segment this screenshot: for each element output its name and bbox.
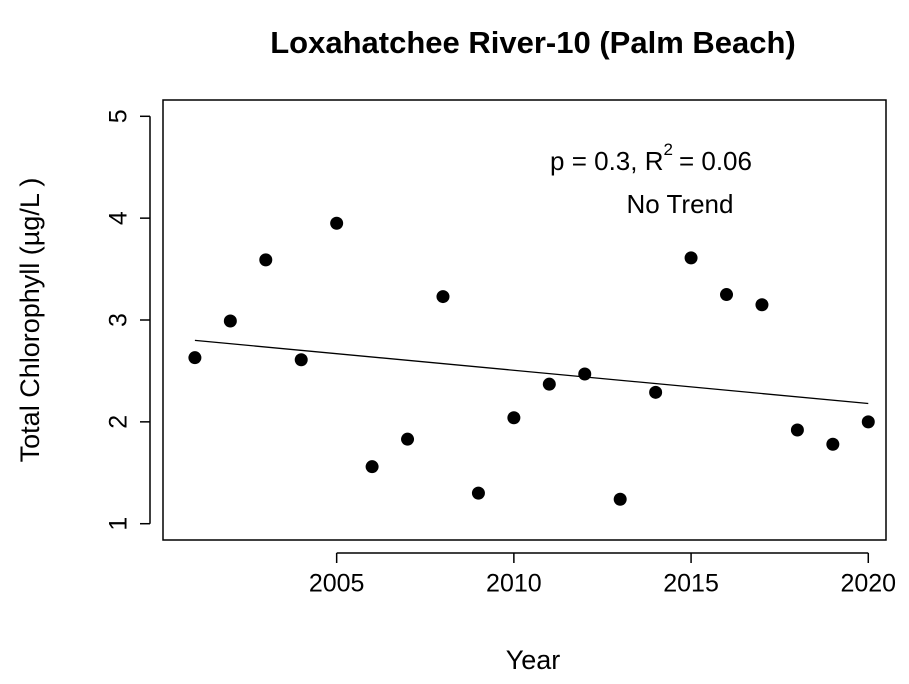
x-axis-label: Year — [506, 645, 561, 675]
x-tick-label: 2020 — [840, 570, 896, 598]
data-point — [330, 216, 344, 230]
stat-text: p = 0.3, R — [550, 146, 663, 176]
chart-title: Loxahatchee River-10 (Palm Beach) — [270, 25, 796, 60]
data-point — [578, 367, 592, 381]
data-point — [542, 377, 556, 391]
data-point — [649, 385, 663, 399]
y-tick-label: 5 — [105, 109, 133, 123]
y-tick-label: 2 — [105, 415, 133, 429]
data-point — [401, 432, 415, 446]
data-point — [436, 290, 450, 304]
trend-annotation: No Trend — [627, 189, 734, 219]
data-point — [507, 411, 521, 425]
stat-annotation: p = 0.3, R2 = 0.06 — [550, 140, 752, 175]
plot-frame — [162, 99, 887, 541]
trend-line — [194, 339, 869, 405]
data-point — [294, 353, 308, 367]
x-tick-label: 2010 — [486, 570, 542, 598]
x-tick-label: 2015 — [663, 570, 719, 598]
data-point — [223, 314, 237, 328]
data-point — [365, 460, 379, 474]
data-point — [826, 437, 840, 451]
y-axis-label: Total Chlorophyll (µg/L ) — [15, 178, 45, 463]
data-point — [755, 298, 769, 312]
y-tick-label: 4 — [105, 211, 133, 225]
data-point — [790, 423, 804, 437]
data-point — [613, 492, 627, 506]
data-point — [188, 351, 202, 365]
stat-value: = 0.06 — [679, 146, 752, 176]
data-point — [684, 251, 698, 265]
y-tick-label: 3 — [105, 313, 133, 327]
data-point — [259, 253, 273, 267]
data-point — [471, 486, 485, 500]
x-tick-label: 2005 — [309, 570, 365, 598]
data-point — [861, 415, 875, 429]
data-point — [720, 288, 734, 302]
superscript: 2 — [663, 140, 672, 159]
y-tick-label: 1 — [105, 517, 133, 531]
